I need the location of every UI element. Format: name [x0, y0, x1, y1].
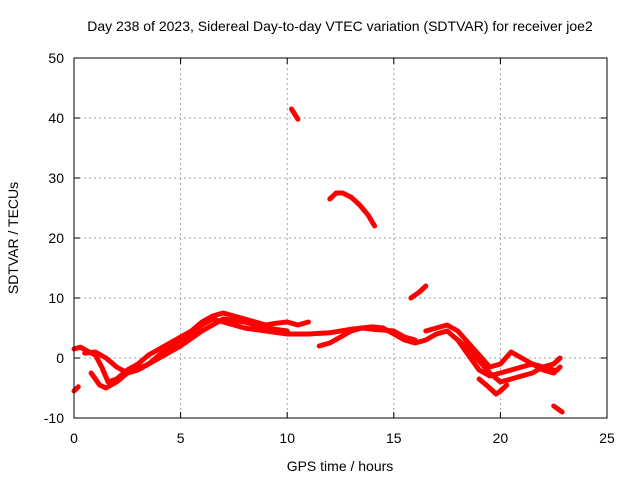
series-line-main-1: [71, 310, 311, 385]
y-tick-label: -10: [44, 410, 64, 426]
grid: [74, 58, 607, 418]
series-line-arc-4: [551, 403, 565, 415]
x-tick-label: 5: [177, 430, 185, 446]
y-tick-label: 20: [48, 230, 64, 246]
series-line-late-2: [455, 337, 557, 379]
x-tick-label: 0: [70, 430, 78, 446]
series-line-arc-2: [327, 190, 378, 229]
y-tick-label: 50: [48, 50, 64, 66]
plot-frame: [73, 57, 608, 419]
chart-title: Day 238 of 2023, Sidereal Day-to-day VTE…: [87, 18, 593, 34]
y-tick-label: 10: [48, 290, 64, 306]
series-line-arc-3: [408, 283, 429, 301]
y-tick-label: 30: [48, 170, 64, 186]
series-group: [71, 106, 565, 415]
x-tick-label: 10: [279, 430, 295, 446]
y-tick-label: 0: [56, 350, 64, 366]
series-line-mid: [316, 324, 563, 385]
x-tick-label: 20: [493, 430, 509, 446]
series-line-late-3: [476, 376, 510, 397]
series-line-pre-start: [71, 384, 81, 394]
axis-ticks: 0 5 10 15 20 25 -10 0 10 20 30 40 50: [44, 50, 615, 446]
x-tick-label: 25: [599, 430, 615, 446]
y-tick-label: 40: [48, 110, 64, 126]
y-axis-label: SDTVAR / TECUs: [5, 182, 21, 294]
x-axis-label: GPS time / hours: [287, 458, 394, 474]
series-line-arc-1: [289, 106, 301, 122]
series-line-main-3: [88, 316, 290, 391]
x-tick-label: 15: [386, 430, 402, 446]
